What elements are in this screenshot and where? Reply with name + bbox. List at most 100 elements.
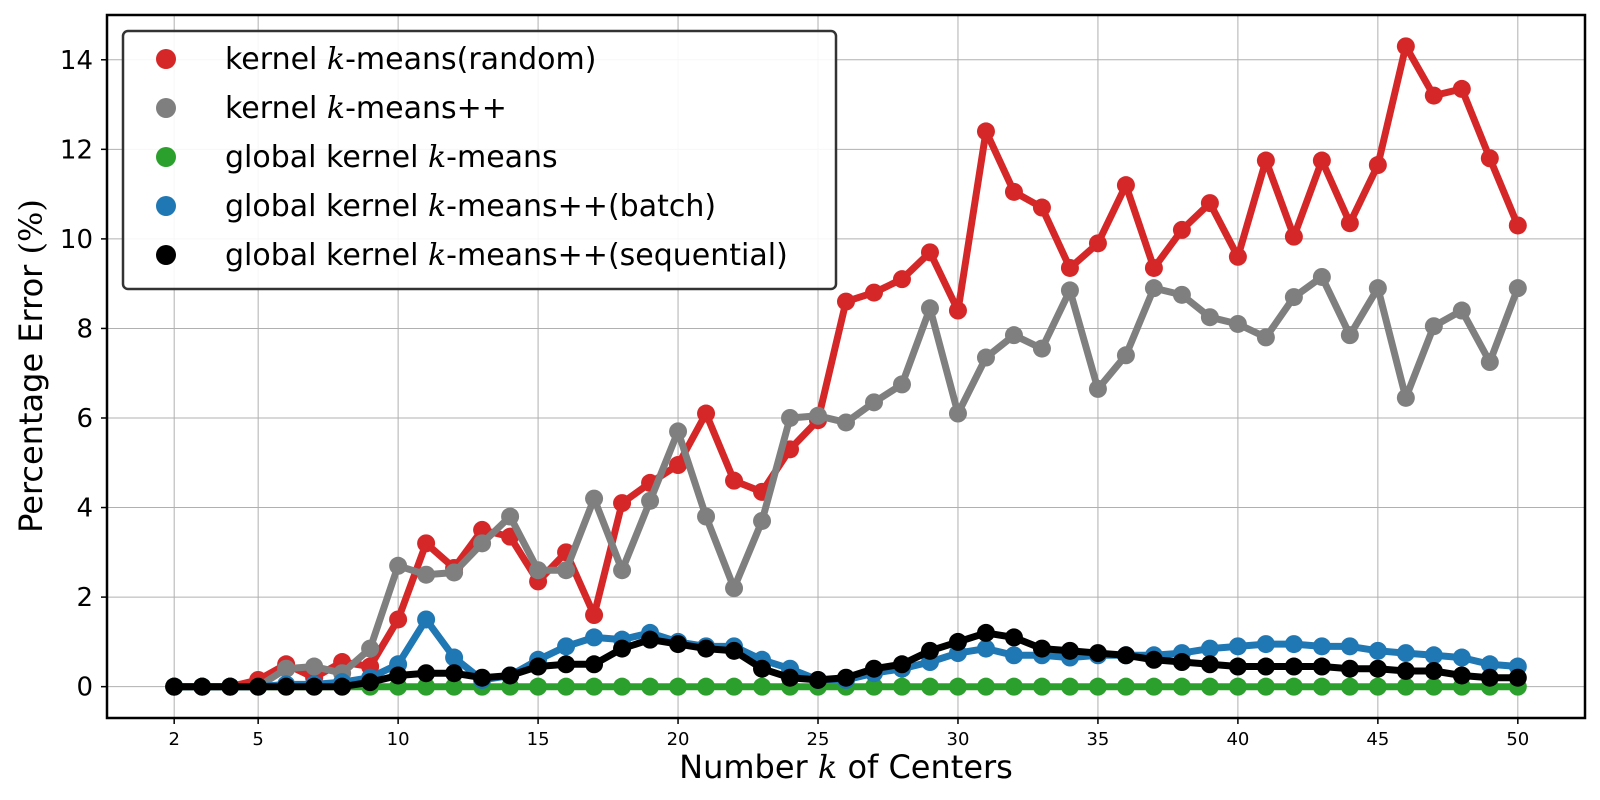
data-point — [669, 456, 688, 475]
data-point — [1424, 317, 1443, 336]
data-point — [1088, 677, 1107, 696]
data-point — [1228, 247, 1247, 266]
legend-label-part: global kernel — [225, 140, 428, 175]
data-point — [1284, 677, 1303, 696]
x-axis: 2 5 10 15 20 25 30 35 40 45 50 — [168, 718, 1529, 750]
data-point — [697, 404, 716, 423]
data-point — [389, 666, 408, 685]
data-point — [892, 270, 911, 289]
data-point — [445, 648, 464, 667]
legend: kernel k-means(random)kernel k-means++gl… — [121, 29, 838, 291]
data-point — [864, 393, 883, 412]
x-axis-title-math: k — [818, 748, 837, 786]
data-point — [1368, 279, 1387, 298]
y-axis-title-math: (%) — [12, 199, 50, 254]
data-point — [361, 639, 380, 658]
data-point — [1228, 637, 1247, 656]
y-tick-label: 4 — [76, 494, 93, 524]
x-tick-label: 10 — [387, 729, 410, 750]
data-point — [1032, 198, 1051, 217]
legend-label: kernel k-means(random) — [225, 42, 596, 77]
data-point — [697, 639, 716, 658]
data-point — [1508, 279, 1527, 298]
data-point — [1340, 214, 1359, 233]
data-point — [417, 565, 436, 584]
legend-label-part: -means++(sequential) — [446, 238, 788, 273]
data-point — [1004, 326, 1023, 345]
x-tick-label: 50 — [1506, 729, 1529, 750]
y-axis-title: Percentage Error (%) — [12, 199, 50, 533]
data-point — [389, 610, 408, 629]
data-point — [976, 122, 995, 141]
data-point — [1200, 639, 1219, 658]
data-point — [753, 511, 772, 530]
data-point — [753, 677, 772, 696]
data-point — [1480, 668, 1499, 687]
x-tick-label: 20 — [667, 729, 690, 750]
data-point — [920, 677, 939, 696]
legend-item: kernel k-means(random) — [156, 42, 596, 77]
data-point — [1200, 677, 1219, 696]
data-point — [1340, 677, 1359, 696]
data-point — [697, 507, 716, 526]
data-point — [193, 677, 212, 696]
data-point — [557, 561, 576, 580]
legend-label-part: k — [428, 238, 446, 273]
y-tick-label: 2 — [76, 583, 93, 613]
legend-label-part: k — [327, 91, 345, 126]
data-point — [781, 408, 800, 427]
data-point — [864, 659, 883, 678]
data-point — [1172, 285, 1191, 304]
legend-label-part: k — [428, 189, 446, 224]
data-point — [1032, 339, 1051, 358]
data-point — [221, 677, 240, 696]
data-point — [1172, 220, 1191, 239]
data-point — [305, 677, 324, 696]
x-tick-label: 35 — [1086, 729, 1109, 750]
data-point — [1088, 379, 1107, 398]
legend-label: global kernel k-means — [225, 140, 558, 175]
data-point — [333, 677, 352, 696]
data-point — [1116, 677, 1135, 696]
data-point — [1256, 677, 1275, 696]
legend-label-part: -means — [446, 140, 558, 175]
data-point — [361, 673, 380, 692]
data-point — [1116, 646, 1135, 665]
data-point — [1088, 644, 1107, 663]
data-point — [1060, 281, 1079, 300]
data-point — [725, 579, 744, 598]
data-point — [165, 677, 184, 696]
data-point — [305, 657, 324, 676]
legend-label-part: global kernel — [225, 238, 428, 273]
data-point — [585, 677, 604, 696]
data-point — [1312, 657, 1331, 676]
data-point — [1144, 279, 1163, 298]
data-point — [613, 561, 632, 580]
data-point — [864, 677, 883, 696]
legend-box — [121, 29, 838, 291]
data-point — [417, 664, 436, 683]
data-point — [529, 561, 548, 580]
legend-marker — [156, 147, 176, 167]
data-point — [1060, 677, 1079, 696]
data-point — [1004, 677, 1023, 696]
legend-marker — [156, 196, 176, 216]
data-point — [389, 556, 408, 575]
legend-label-part: global kernel — [225, 189, 428, 224]
data-point — [1032, 677, 1051, 696]
data-point — [1060, 641, 1079, 660]
x-tick-label: 40 — [1226, 729, 1249, 750]
data-point — [613, 494, 632, 513]
data-point — [1424, 661, 1443, 680]
data-point — [892, 375, 911, 394]
data-point — [1312, 637, 1331, 656]
data-point — [1116, 176, 1135, 195]
y-tick-label: 14 — [60, 46, 93, 76]
data-point — [1144, 258, 1163, 277]
data-point — [976, 348, 995, 367]
data-point — [948, 404, 967, 423]
data-point — [1004, 646, 1023, 665]
data-point — [1396, 661, 1415, 680]
data-point — [1004, 182, 1023, 201]
data-point — [725, 677, 744, 696]
